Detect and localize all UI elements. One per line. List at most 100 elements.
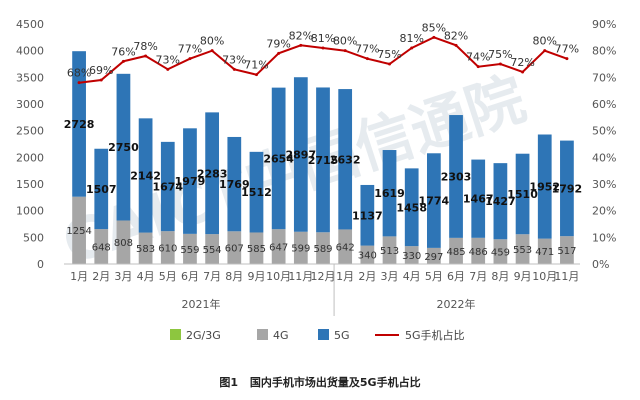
bar-5g [271,87,286,230]
share-label: 80% [533,35,557,48]
label-4g: 459 [491,247,510,258]
bar-labels: 1254 2728 648 1507 808 2750 583 2142 610 1674 559 1… [64,118,582,263]
bar-5g [449,115,463,238]
right-tick-label: 20% [592,205,616,218]
share-label: 74% [466,51,490,64]
right-tick-label: 10% [592,231,616,244]
share-point [144,54,148,58]
label-5g: 2303 [441,170,472,183]
right-tick-label: 60% [592,98,616,111]
bars [72,51,574,264]
share-point [343,49,347,53]
label-4g: 553 [513,245,532,256]
legend-swatch [318,329,329,340]
share-label: 82% [289,29,313,42]
left-tick-label: 0 [37,258,44,271]
label-5g: 1979 [175,175,206,188]
x-tick-label: 1月 [70,270,88,283]
label-5g: 1467 [463,193,494,206]
left-tick-label: 500 [23,231,44,244]
bar-4g [271,229,286,264]
bar-5g [426,153,441,248]
bar-4g [382,236,397,264]
x-tick-label: 11月 [554,270,579,283]
right-tick-label: 50% [592,125,616,138]
label-4g: 486 [469,247,488,258]
legend-label: 4G [273,329,289,342]
x-tick-label: 12月 [311,270,336,283]
left-tick-label: 4500 [16,18,44,31]
year-group-label: 2022年 [437,297,476,311]
share-label: 75% [488,48,512,61]
share-label: 85% [422,21,446,34]
bar-5g [316,87,330,233]
share-point [77,81,81,85]
right-tick-label: 40% [592,151,616,164]
bar-5g [471,159,486,238]
bar-4g [138,232,153,264]
label-5g: 1769 [219,178,250,191]
x-tick-label: 5月 [425,270,443,283]
bar-5g [537,134,552,239]
x-tick-label: 10月 [266,270,291,283]
label-4g: 610 [158,243,177,254]
bar-4g [471,237,486,264]
share-label: 73% [222,53,246,66]
bar-5g [249,151,264,233]
x-tick-label: 11月 [288,270,313,283]
x-tick-label: 7月 [469,270,487,283]
bar-5g [515,153,530,235]
bar-5g [72,51,86,197]
label-4g: 559 [180,245,199,256]
bar-4g [293,231,308,264]
share-point [277,51,281,55]
bar-5g [183,128,197,234]
bar-4g [249,232,264,264]
bar-5g [493,163,508,240]
label-5g: 2715 [308,154,339,167]
share-label: 78% [133,40,157,53]
share-label: 77% [178,43,202,56]
label-5g: 1792 [552,182,583,195]
label-5g: 1137 [352,209,383,222]
label-5g: 2750 [108,141,139,154]
bar-4g [183,233,197,264]
chart: CAICT中国信通院 05001000150020002500300035004… [16,18,616,342]
share-label: 77% [355,43,379,56]
label-4g: 485 [446,247,465,258]
left-tick-label: 1000 [16,205,44,218]
share-label: 69% [89,64,113,77]
legend-swatch [170,329,181,340]
share-point [166,67,170,71]
x-tick-label: 7月 [203,270,221,283]
share-label: 81% [311,32,335,45]
share-point [99,78,103,82]
label-4g: 647 [269,242,288,253]
x-tick-label: 2月 [92,270,110,283]
share-label: 75% [377,48,401,61]
bar-4g [116,220,131,264]
right-tick-label: 30% [592,178,616,191]
label-4g: 648 [92,242,111,253]
label-5g: 1458 [396,201,427,214]
share-point [454,43,458,47]
label-4g: 589 [313,244,332,255]
right-tick-label: 70% [592,71,616,84]
label-4g: 554 [203,245,222,256]
x-tick-label: 2月 [358,270,376,283]
share-point [410,46,414,50]
label-5g: 2654 [263,152,294,165]
bar-4g [160,231,175,264]
x-tick-label: 8月 [225,270,243,283]
x-tick-label: 4月 [137,270,155,283]
label-5g: 1427 [485,195,516,208]
label-5g: 1510 [507,188,538,201]
label-4g: 513 [380,246,399,257]
bar-4g [537,238,552,264]
x-tick-label: 6月 [181,270,199,283]
share-label: 77% [555,43,579,56]
bar-4g [205,234,220,264]
x-tick-label: 3月 [381,270,399,283]
share-point [476,65,480,69]
